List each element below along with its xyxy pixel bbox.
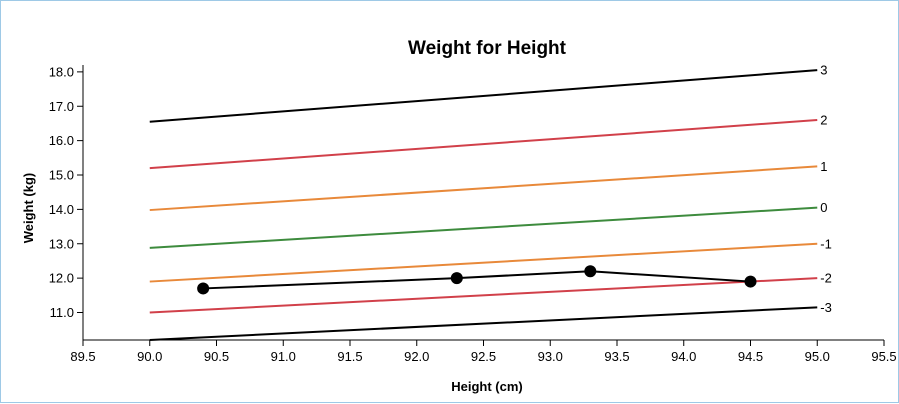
x-tick-label: 94.0: [671, 349, 696, 364]
x-tick-label: 89.5: [70, 349, 95, 364]
x-tick-label: 94.5: [738, 349, 763, 364]
z-line-label: -1: [820, 236, 832, 251]
x-tick-label: 93.0: [538, 349, 563, 364]
y-axis-title: Weight (kg): [21, 173, 36, 244]
z-line--2: [150, 278, 818, 312]
y-tick-label: 18.0: [49, 64, 74, 79]
y-tick-label: 12.0: [49, 271, 74, 286]
measurement-point[interactable]: [745, 276, 757, 288]
x-tick-label: 92.5: [471, 349, 496, 364]
x-axis-title: Height (cm): [451, 379, 523, 394]
x-tick-label: 92.0: [404, 349, 429, 364]
z-line-0: [150, 208, 818, 248]
z-line-label: 0: [820, 200, 827, 215]
x-tick-label: 93.5: [604, 349, 629, 364]
z-line-label: 3: [820, 63, 827, 78]
z-line-label: 1: [820, 159, 827, 174]
z-line-label: -2: [820, 271, 832, 286]
y-axis: 11.0 12.0 13.0 14.0 15.0 16.0 17.0 18.0: [49, 64, 83, 340]
measurement-point[interactable]: [584, 265, 596, 277]
x-tick-label: 90.5: [204, 349, 229, 364]
measurement-point[interactable]: [451, 272, 463, 284]
z-line-label: -3: [820, 300, 832, 315]
x-tick-label: 91.0: [271, 349, 296, 364]
y-tick-label: 16.0: [49, 133, 74, 148]
z-line-1: [150, 166, 818, 210]
y-tick-label: 11.0: [50, 305, 74, 320]
x-tick-label: 91.5: [337, 349, 362, 364]
z-line--3: [150, 307, 818, 340]
y-tick-label: 17.0: [49, 99, 74, 114]
x-tick-label: 95.5: [871, 349, 896, 364]
x-tick-label: 90.0: [137, 349, 162, 364]
x-axis: 89.5 90.0 90.5 91.0 91.5 92.0 92.5 93.0 93.5 94.0…: [70, 340, 896, 364]
x-tick-label: 95.0: [805, 349, 830, 364]
z-line-2: [150, 120, 818, 168]
z-line-label: 2: [820, 113, 827, 128]
z-line-3: [150, 70, 818, 122]
measurement-point[interactable]: [197, 282, 209, 294]
y-tick-label: 15.0: [49, 168, 74, 183]
y-tick-label: 13.0: [49, 236, 74, 251]
chart-title: Weight for Height: [408, 38, 567, 59]
z-score-lines: 3 2 1 0 -1 -2 -3: [150, 63, 832, 340]
measurement-series: [197, 265, 756, 294]
y-tick-label: 14.0: [49, 202, 74, 217]
